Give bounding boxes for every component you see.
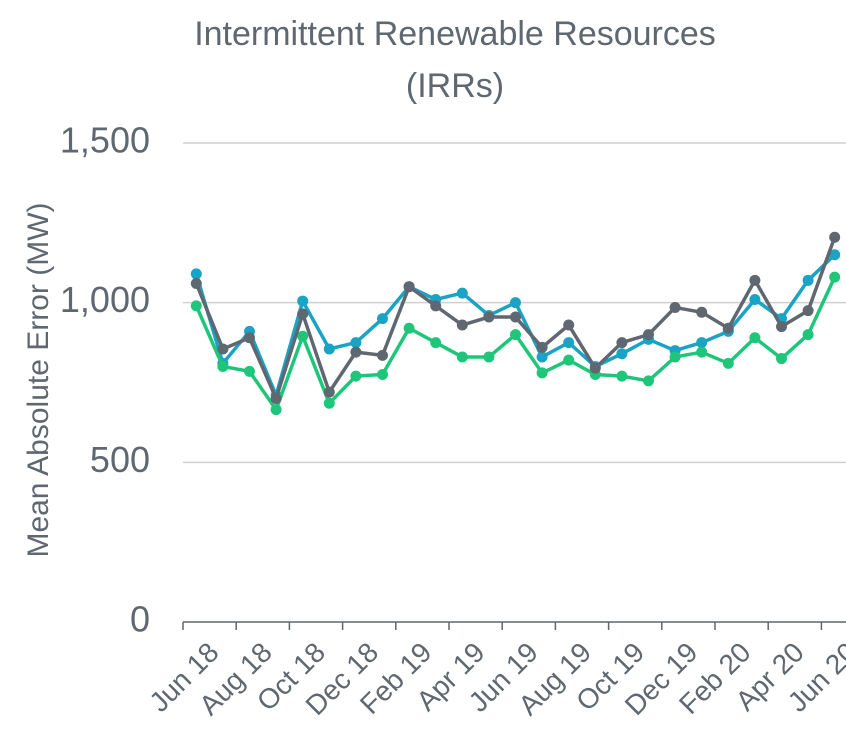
data-point: [776, 321, 787, 333]
chart-title: Intermittent Renewable Resources (IRRs): [194, 15, 716, 105]
data-point: [456, 319, 468, 331]
data-point: [190, 300, 202, 312]
data-point: [616, 370, 628, 382]
data-point: [589, 362, 601, 374]
data-point: [510, 329, 521, 341]
data-point: [536, 341, 548, 353]
data-point: [563, 354, 575, 366]
data-point: [536, 367, 548, 379]
data-point: [669, 351, 681, 363]
data-point: [456, 351, 468, 363]
data-point: [244, 332, 255, 344]
data-point: [430, 337, 442, 349]
data-point: [403, 322, 415, 334]
data-point: [616, 348, 628, 360]
data-point: [563, 319, 575, 331]
data-point: [802, 329, 814, 341]
data-point: [377, 313, 388, 325]
data-point: [829, 271, 841, 283]
data-point: [722, 357, 734, 369]
y-tick-label: 500: [90, 439, 150, 480]
data-point: [829, 231, 841, 243]
data-point: [190, 268, 202, 280]
data-point: [270, 392, 282, 404]
data-point: [696, 306, 708, 318]
series-line: [194, 253, 836, 401]
data-point: [430, 300, 442, 312]
data-point: [802, 305, 814, 317]
data-point: [510, 311, 521, 323]
data-point: [297, 330, 309, 342]
data-point: [563, 337, 575, 349]
data-point: [217, 361, 229, 373]
y-axis-label: Mean Absolute Error (MW): [22, 202, 55, 557]
data-point: [350, 346, 362, 358]
data-point: [749, 332, 761, 344]
data-point: [377, 349, 388, 361]
data-point: [297, 295, 309, 307]
data-point: [483, 311, 495, 323]
data-point: [696, 337, 708, 349]
data-point: [829, 249, 841, 261]
data-point: [190, 278, 202, 290]
data-point: [297, 308, 309, 320]
data-point: [510, 297, 521, 309]
data-point: [776, 353, 787, 365]
y-tick-label: 0: [130, 599, 150, 640]
data-point: [323, 343, 335, 355]
data-point: [669, 301, 681, 313]
data-point: [323, 386, 335, 398]
data-point: [483, 351, 495, 363]
data-point: [244, 365, 255, 377]
data-point: [802, 274, 814, 286]
data-point: [456, 287, 468, 299]
y-tick-label: 1,000: [60, 279, 150, 320]
data-point: [616, 337, 628, 349]
data-point: [749, 293, 761, 305]
y-tick-label: 1,500: [60, 120, 150, 161]
data-point: [696, 346, 708, 358]
data-point: [536, 351, 548, 363]
data-point: [270, 404, 282, 416]
data-point: [643, 329, 654, 341]
data-point: [377, 369, 388, 381]
data-point: [749, 274, 761, 286]
series: [190, 271, 841, 416]
data-point: [350, 370, 362, 382]
data-point: [722, 322, 734, 334]
data-point: [350, 337, 362, 349]
data-point: [403, 281, 415, 293]
data-point: [643, 375, 654, 387]
data-point: [217, 343, 229, 355]
data-point: [323, 397, 335, 409]
series: [190, 231, 841, 404]
